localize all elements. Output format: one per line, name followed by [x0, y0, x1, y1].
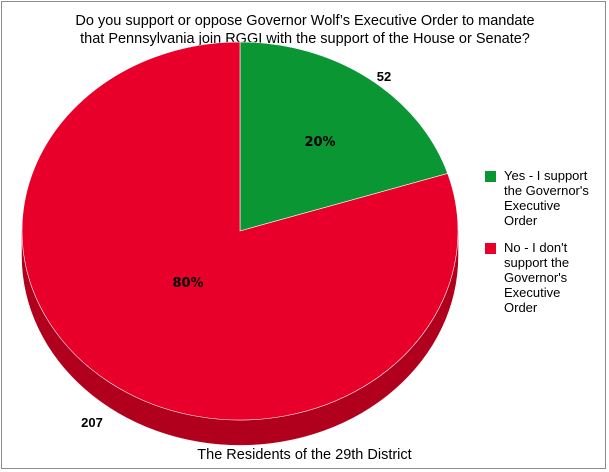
legend-item-yes: Yes - I support the Governor's Executive… [485, 168, 589, 228]
legend-label-yes: Yes - I support the Governor's Executive… [504, 168, 589, 228]
pie-count-label-no: 207 [81, 415, 103, 430]
x-axis-label: The Residents of the 29th District [197, 447, 412, 463]
chart-title: Do you support or oppose Governor Wolf’s… [20, 12, 590, 48]
legend-swatch-yes [485, 171, 496, 182]
pie-slice-no [21, 41, 459, 421]
legend-item-no: No - I don't support the Governor's Exec… [485, 240, 589, 315]
legend-label-no: No - I don't support the Governor's Exec… [504, 240, 570, 315]
pie-slice-yes [239, 41, 449, 232]
pie-count-label-yes: 52 [377, 69, 391, 84]
chart-title-line-2: that Pennsylvania join RGGI with the sup… [80, 31, 530, 47]
legend-swatch-no [485, 243, 496, 254]
pie-percent-label-no: 80% [172, 276, 203, 291]
pie-percent-label-yes: 20% [304, 135, 335, 150]
chart-title-line-1: Do you support or oppose Governor Wolf’s… [75, 13, 535, 29]
